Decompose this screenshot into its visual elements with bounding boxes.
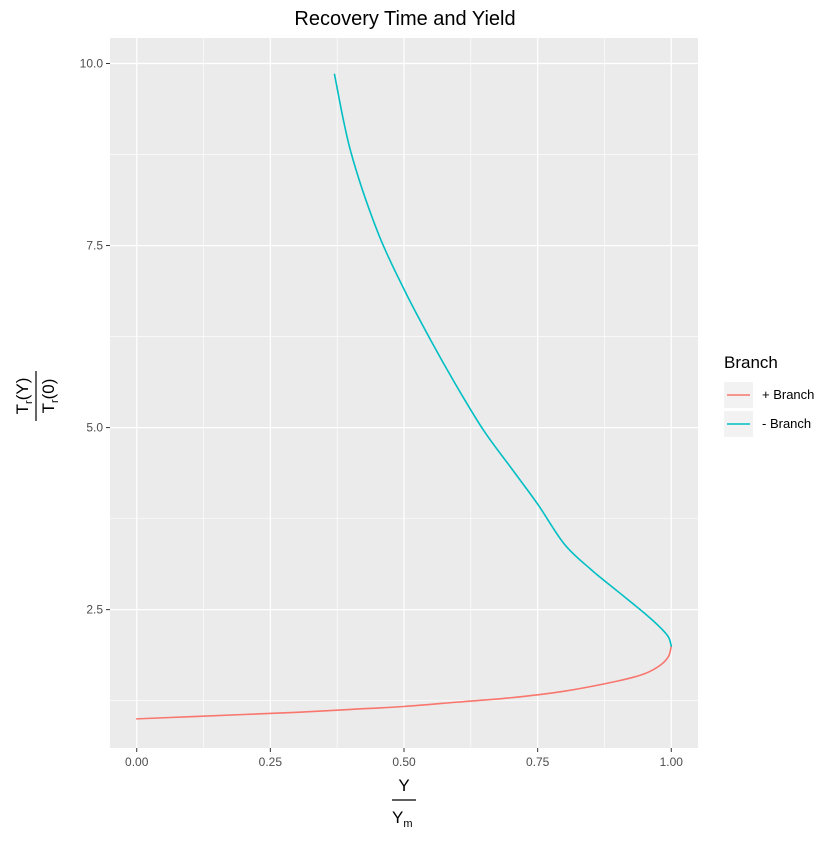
legend-title: Branch xyxy=(724,353,778,372)
grid-major xyxy=(110,38,698,748)
x-tick-label: 1.00 xyxy=(660,755,684,769)
x-tick-label: 0.75 xyxy=(526,755,550,769)
legend-label: - Branch xyxy=(762,416,811,431)
x-axis-label-numerator: Y xyxy=(398,776,409,795)
legend-items: + Branch - Branch xyxy=(724,382,814,437)
legend: Branch + Branch - Branch xyxy=(724,353,814,437)
series-line-plus-branch xyxy=(135,645,673,720)
y-axis-label-denominator-sub: r xyxy=(49,399,61,403)
x-axis-label-denominator-sub: m xyxy=(403,818,412,830)
legend-label: + Branch xyxy=(762,387,814,402)
x-axis: 0.00 0.25 0.50 0.75 1.00 xyxy=(125,748,683,769)
y-tick-label: 2.5 xyxy=(86,603,103,617)
y-axis-label-denominator-base: T xyxy=(39,403,58,413)
x-tick-label: 0.00 xyxy=(125,755,149,769)
y-axis-label-numerator-rest: (Y) xyxy=(13,378,32,401)
y-tick-label: 5.0 xyxy=(86,421,103,435)
y-axis-label-denominator-rest: (0) xyxy=(39,379,58,400)
y-axis-label-numerator-base: T xyxy=(13,404,32,414)
x-tick-label: 0.50 xyxy=(392,755,416,769)
x-axis-label-denominator: Ym xyxy=(392,808,413,830)
chart-title: Recovery Time and Yield xyxy=(294,8,515,30)
y-axis-label-numerator: Tr(Y) xyxy=(13,378,35,415)
series-line-minus-branch xyxy=(333,73,673,647)
series-layer xyxy=(135,73,673,720)
y-tick-label: 7.5 xyxy=(86,239,103,253)
y-axis-label-denominator: Tr(0) xyxy=(39,379,61,414)
y-axis-label: Tr(Y) Tr(0) xyxy=(13,371,61,421)
x-axis-label: Y Ym xyxy=(392,776,416,830)
x-tick-label: 0.25 xyxy=(259,755,283,769)
y-tick-label: 10.0 xyxy=(80,56,104,70)
y-axis: 2.5 5.0 7.5 10.0 xyxy=(80,56,110,617)
x-axis-label-denominator-base: Y xyxy=(392,808,403,827)
y-axis-label-numerator-sub: r xyxy=(23,400,35,404)
